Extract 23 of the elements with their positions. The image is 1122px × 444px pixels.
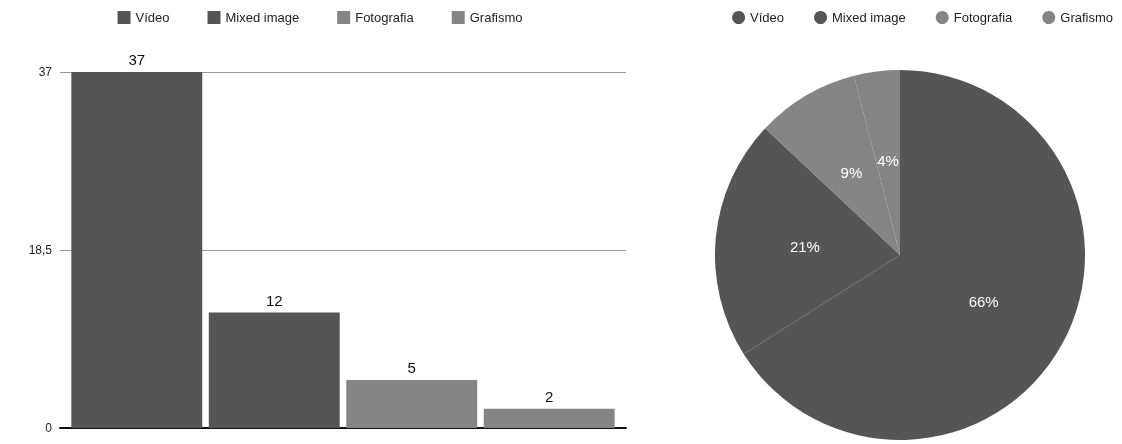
legend-label: Grafismo <box>469 10 523 25</box>
legend-label: Mixed image <box>225 10 300 25</box>
data-label: 66% <box>968 292 999 310</box>
legend-label: Vídeo <box>750 10 785 25</box>
legend-label: Vídeo <box>135 10 170 25</box>
y-tick-label: 18,5 <box>28 243 53 257</box>
data-label: 37 <box>128 51 146 68</box>
data-label: 9% <box>840 164 863 182</box>
legend-label: Fotografia <box>953 10 1014 25</box>
data-label: 12 <box>265 291 283 309</box>
data-label: 4% <box>877 151 899 169</box>
legend-label: Fotografia <box>355 10 415 25</box>
bar <box>346 379 478 428</box>
y-tick-label: 37 <box>38 65 53 79</box>
y-tick-label: 0 <box>45 421 53 435</box>
legend-label: Grafismo <box>1060 10 1113 25</box>
data-label: 5 <box>407 358 416 376</box>
bar <box>208 312 340 428</box>
bar <box>71 72 203 428</box>
legend-label: Mixed image <box>832 10 906 25</box>
data-label: 21% <box>789 237 820 255</box>
data-label: 2 <box>545 387 554 405</box>
bar <box>483 408 615 428</box>
